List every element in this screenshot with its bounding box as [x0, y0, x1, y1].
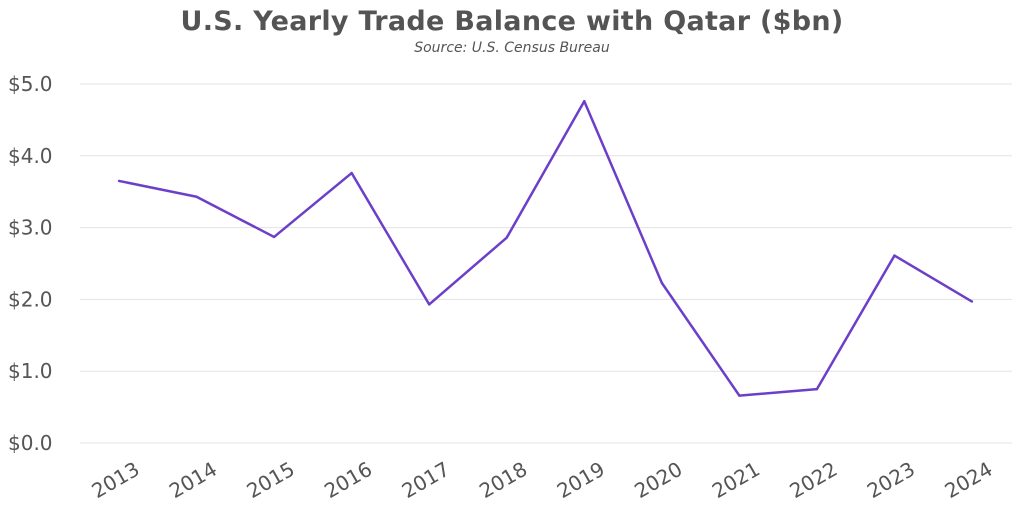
y-tick-label: $0.0	[8, 431, 53, 455]
x-tick-label: 2018	[475, 457, 531, 503]
chart-title: U.S. Yearly Trade Balance with Qatar ($b…	[180, 6, 844, 37]
data-point	[195, 195, 198, 198]
data-point	[738, 394, 741, 397]
series-layer	[117, 99, 974, 397]
data-point	[427, 303, 431, 306]
data-point	[583, 100, 586, 103]
series-line	[118, 99, 973, 397]
x-tick-label: 2020	[630, 457, 686, 503]
x-tick-label: 2024	[940, 457, 996, 503]
x-axis-ticks: 2013 2014 2015 2016 2017 2018 2019 2020 2021 2022…	[87, 457, 996, 503]
data-point	[272, 235, 276, 239]
x-tick-label: 2019	[553, 457, 609, 503]
y-axis-ticks: $0.0 $1.0 $2.0 $3.0 $4.0 $5.0	[8, 72, 53, 455]
data-point	[505, 236, 508, 239]
grid-lines	[80, 83, 1012, 444]
x-tick-label: 2021	[708, 457, 764, 503]
x-tick-label: 2014	[165, 457, 221, 503]
x-tick-label: 2017	[398, 457, 454, 503]
chart-subtitle: Source: U.S. Census Bureau	[414, 40, 610, 56]
x-tick-label: 2013	[87, 457, 143, 503]
y-tick-label: $5.0	[8, 72, 53, 96]
data-point	[117, 179, 121, 183]
y-tick-label: $4.0	[8, 144, 53, 168]
y-tick-label: $2.0	[8, 287, 53, 311]
data-point	[893, 254, 896, 257]
data-point	[660, 281, 664, 285]
x-tick-label: 2023	[863, 457, 919, 503]
data-point	[970, 300, 974, 303]
y-tick-label: $3.0	[8, 216, 53, 240]
data-point	[350, 171, 353, 175]
x-tick-label: 2016	[320, 457, 376, 503]
data-point	[815, 387, 819, 391]
y-tick-label: $1.0	[8, 359, 53, 383]
x-tick-label: 2022	[785, 457, 841, 503]
x-tick-label: 2015	[243, 457, 299, 503]
